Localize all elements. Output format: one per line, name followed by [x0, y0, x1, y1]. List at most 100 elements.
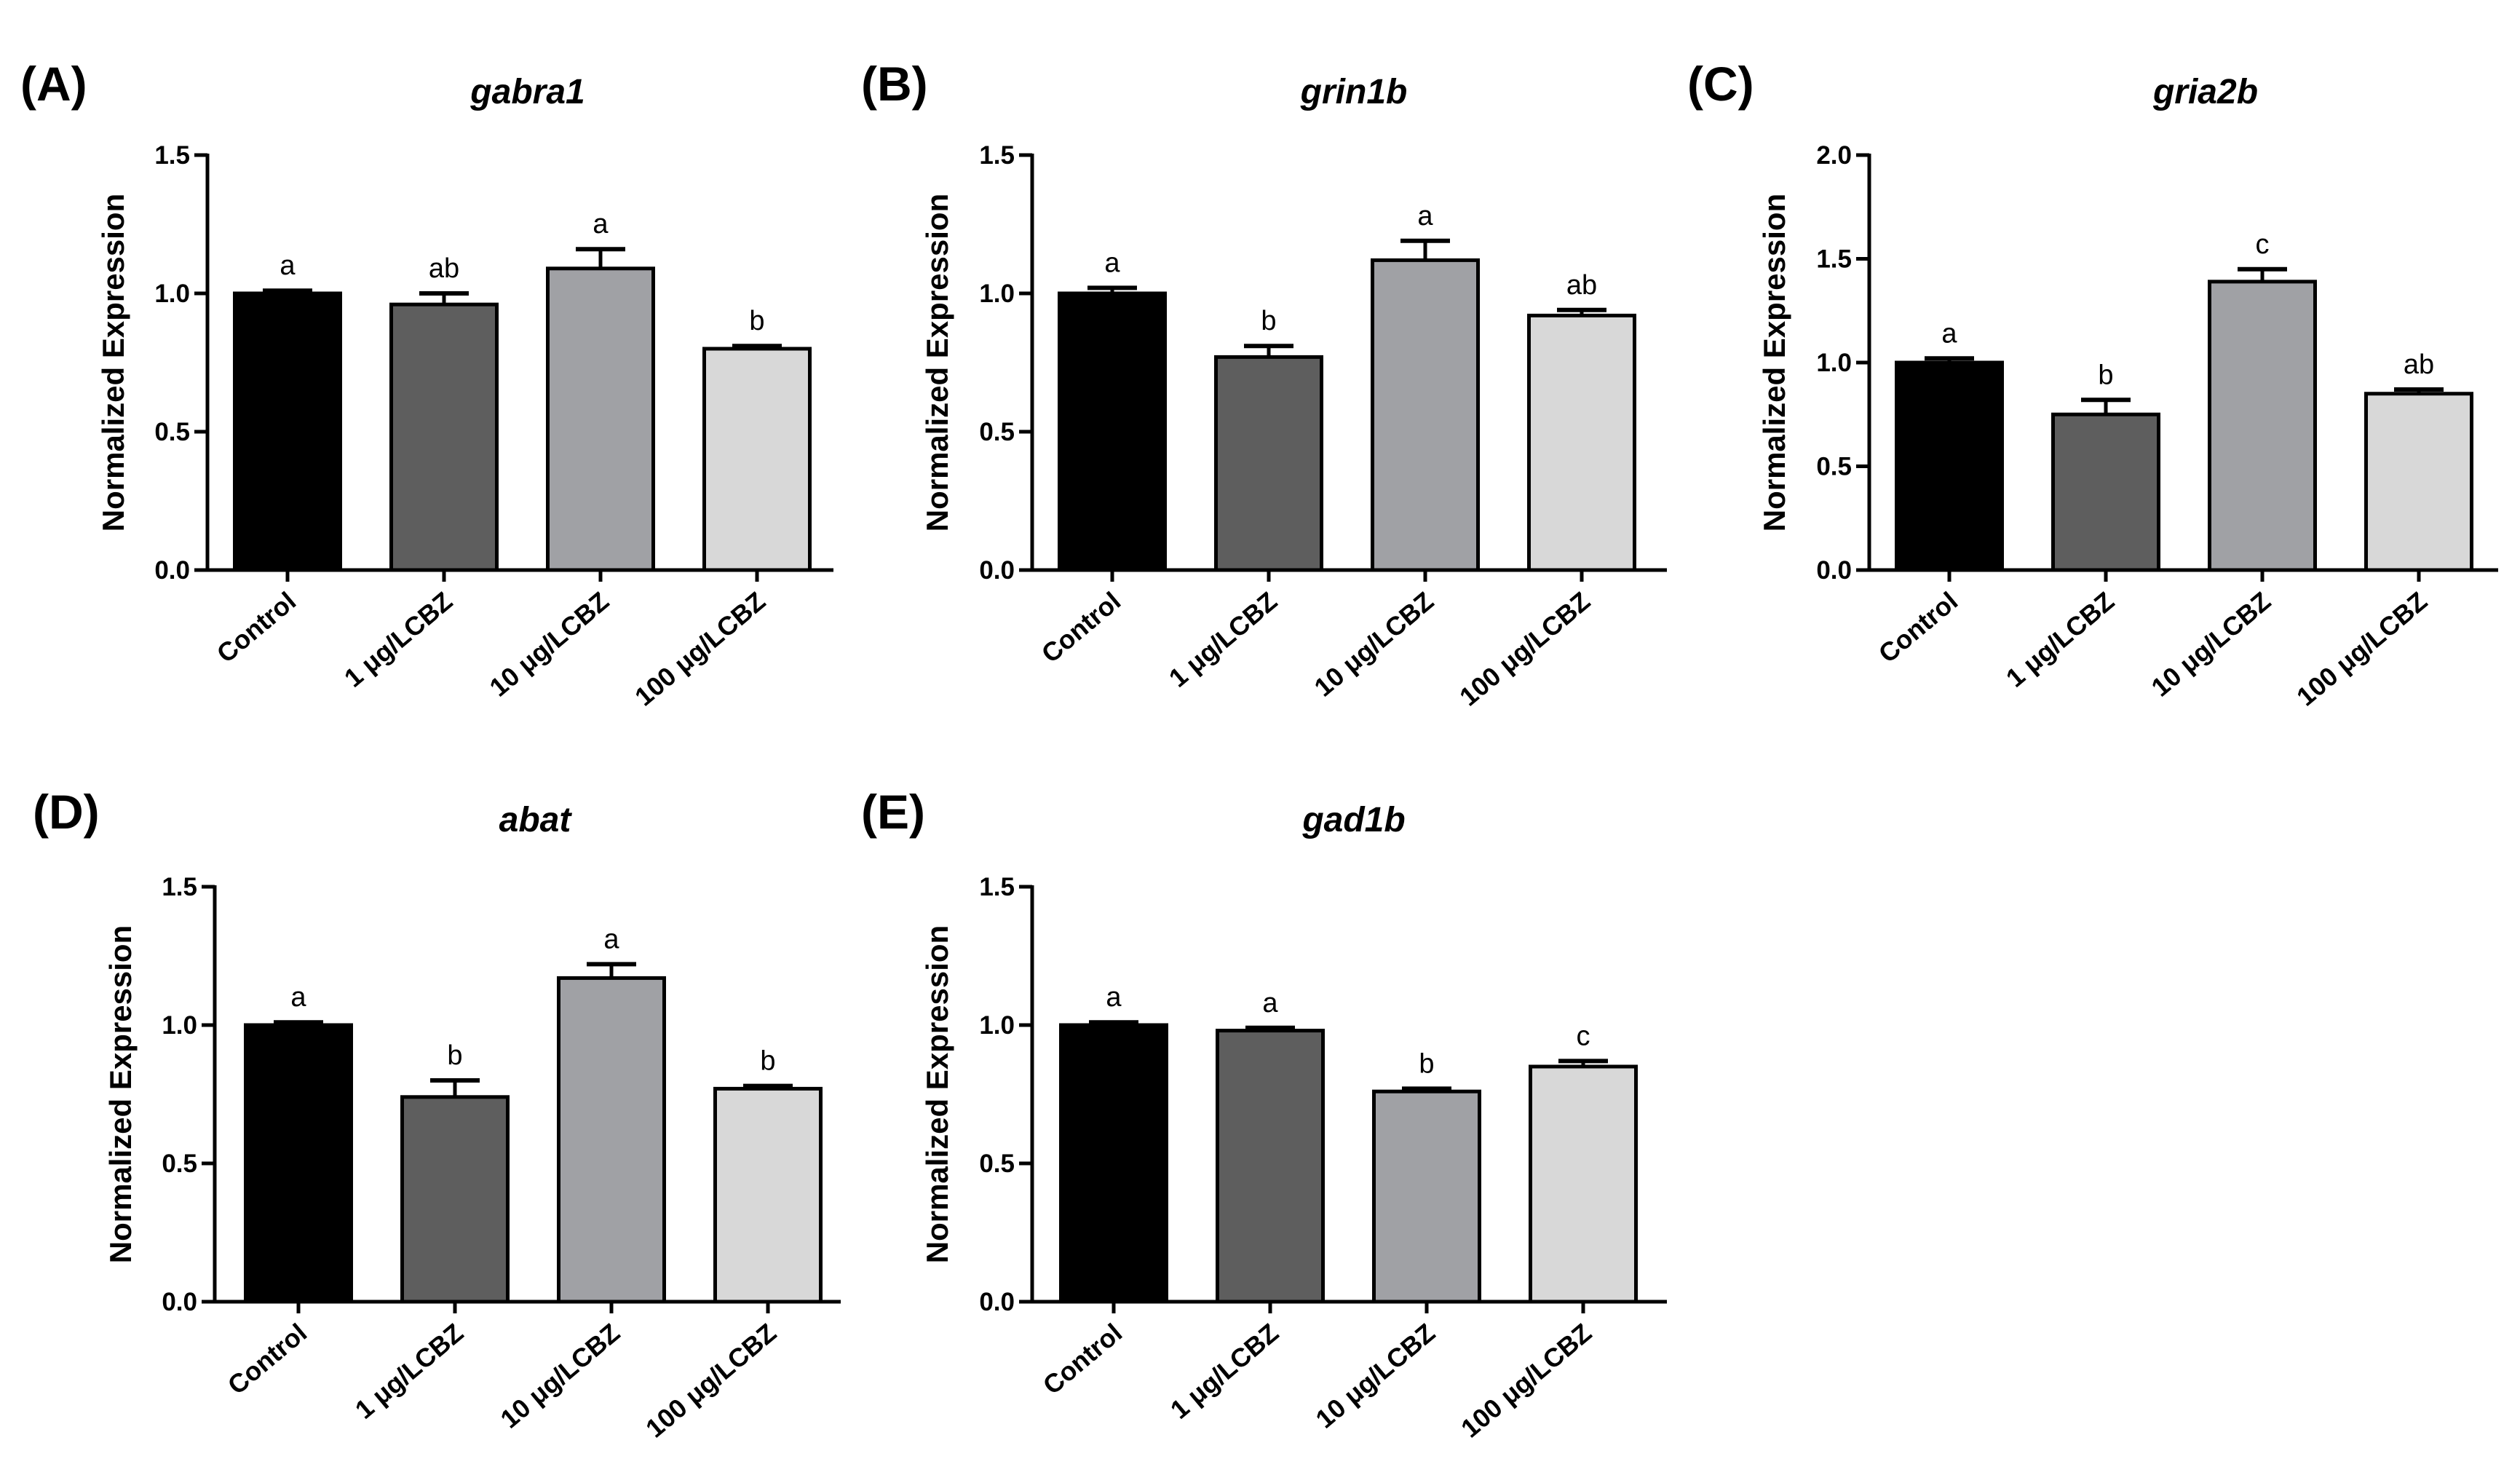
- category-label: 100 μg/LCBZ: [2291, 586, 2433, 712]
- chart-panel-4: (E) gad1b Normalized Expression 0.0 0.5 1.0 1.…: [861, 785, 1667, 1444]
- y-tick-label: 0.0: [979, 556, 1015, 585]
- category-label: 100 μg/LCBZ: [1455, 1318, 1597, 1444]
- category-label: 100 μg/LCBZ: [1454, 586, 1596, 712]
- y-tick-label: 1.0: [154, 280, 190, 308]
- category-label: Control: [222, 1318, 312, 1401]
- category-label: Control: [1037, 1318, 1128, 1401]
- y-axis-label: Normalized Expression: [96, 194, 130, 531]
- y-tick-label: 1.5: [154, 141, 190, 170]
- y-axis-label: Normalized Expression: [920, 925, 954, 1263]
- significance-label: b: [447, 1040, 462, 1071]
- chart-title: gad1b: [1301, 801, 1405, 839]
- y-tick-label: 1.0: [162, 1011, 197, 1040]
- category-label: 10 μg/LCBZ: [484, 586, 615, 703]
- chart-panel-0: (A) gabra1 Normalized Expression 0.0 0.5 1.0 1…: [20, 57, 833, 712]
- significance-label: c: [2256, 229, 2270, 260]
- significance-label: a: [280, 250, 296, 281]
- bar: [546, 266, 655, 572]
- category-label: 1 μg/LCBZ: [2000, 586, 2120, 693]
- y-tick-label: 0.5: [979, 418, 1015, 446]
- significance-label: a: [1262, 988, 1278, 1019]
- y-tick-label: 2.0: [1816, 141, 1852, 170]
- significance-label: a: [1106, 982, 1122, 1013]
- panel-letter: (A): [20, 57, 87, 111]
- bar: [1058, 291, 1167, 572]
- panel-letter: (E): [861, 785, 925, 839]
- y-tick-label: 0.0: [162, 1288, 197, 1316]
- category-label: Control: [1036, 586, 1126, 669]
- y-tick-label: 0.5: [162, 1150, 197, 1178]
- significance-label: a: [593, 209, 609, 240]
- category-label: 1 μg/LCBZ: [1165, 1318, 1284, 1425]
- bar: [1216, 1029, 1325, 1304]
- category-label: Control: [211, 586, 301, 669]
- chart-title: gabra1: [469, 73, 585, 111]
- y-tick-label: 1.5: [162, 873, 197, 901]
- y-tick-label: 0.0: [1816, 556, 1852, 585]
- bar: [1371, 258, 1480, 572]
- y-tick-label: 1.5: [979, 141, 1015, 170]
- bar: [1529, 1064, 1638, 1304]
- bar: [1527, 313, 1636, 572]
- significance-label: a: [1941, 318, 1957, 349]
- category-label: 10 μg/LCBZ: [1309, 586, 1440, 703]
- y-tick-label: 0.5: [1816, 453, 1852, 481]
- significance-label: a: [603, 924, 619, 954]
- bar: [400, 1095, 510, 1304]
- bar: [233, 291, 342, 572]
- chart-panel-3: (D) abat Normalized Expression 0.0 0.5 1.0 1.5…: [33, 785, 841, 1444]
- category-label: 10 μg/LCBZ: [1310, 1318, 1441, 1434]
- bar: [2051, 412, 2160, 572]
- category-label: 100 μg/LCBZ: [640, 1318, 782, 1444]
- category-label: Control: [1873, 586, 1963, 669]
- significance-label: b: [2098, 360, 2113, 390]
- category-label: 10 μg/LCBZ: [495, 1318, 626, 1434]
- significance-label: a: [290, 982, 306, 1013]
- y-axis-label: Normalized Expression: [920, 194, 954, 531]
- bar: [2364, 392, 2473, 572]
- significance-label: ab: [2404, 349, 2434, 380]
- significance-label: a: [1417, 201, 1433, 232]
- y-tick-label: 1.5: [1816, 245, 1852, 274]
- panel-letter: (B): [861, 57, 928, 111]
- bar: [713, 1086, 823, 1304]
- y-tick-label: 0.0: [979, 1288, 1015, 1316]
- y-tick-label: 1.0: [1816, 349, 1852, 377]
- y-tick-label: 1.5: [979, 873, 1015, 901]
- y-axis-label: Normalized Expression: [1757, 194, 1791, 531]
- chart-panel-2: (C) gria2b Normalized Expression 0.0 0.5 1.0 1…: [1687, 57, 2498, 712]
- y-axis-label: Normalized Expression: [103, 925, 138, 1263]
- bar: [557, 976, 666, 1304]
- y-tick-label: 1.0: [979, 1011, 1015, 1040]
- significance-label: b: [749, 306, 764, 336]
- significance-label: b: [1419, 1048, 1434, 1079]
- category-label: 10 μg/LCBZ: [2146, 586, 2277, 703]
- category-label: 1 μg/LCBZ: [338, 586, 458, 693]
- y-tick-label: 0.5: [154, 418, 190, 446]
- chart-title: gria2b: [2152, 73, 2258, 111]
- bar: [1895, 360, 2004, 572]
- significance-label: a: [1104, 248, 1120, 278]
- significance-label: b: [760, 1046, 775, 1077]
- bar: [1059, 1023, 1168, 1304]
- significance-label: c: [1577, 1021, 1590, 1051]
- bar: [389, 302, 499, 572]
- category-label: 100 μg/LCBZ: [629, 586, 771, 712]
- panel-letter: (D): [33, 785, 100, 839]
- category-label: 1 μg/LCBZ: [1163, 586, 1283, 693]
- significance-label: ab: [429, 253, 459, 284]
- significance-label: ab: [1566, 270, 1597, 301]
- bar: [702, 347, 812, 572]
- bar: [2208, 280, 2317, 572]
- panel-letter: (C): [1687, 57, 1754, 111]
- chart-title: abat: [499, 801, 573, 839]
- y-tick-label: 0.5: [979, 1150, 1015, 1178]
- category-label: 1 μg/LCBZ: [349, 1318, 469, 1425]
- bar: [244, 1023, 353, 1304]
- bar: [1372, 1089, 1481, 1304]
- significance-label: b: [1261, 306, 1276, 336]
- bar: [1214, 355, 1323, 572]
- chart-title: grin1b: [1300, 73, 1408, 111]
- y-tick-label: 1.0: [979, 280, 1015, 308]
